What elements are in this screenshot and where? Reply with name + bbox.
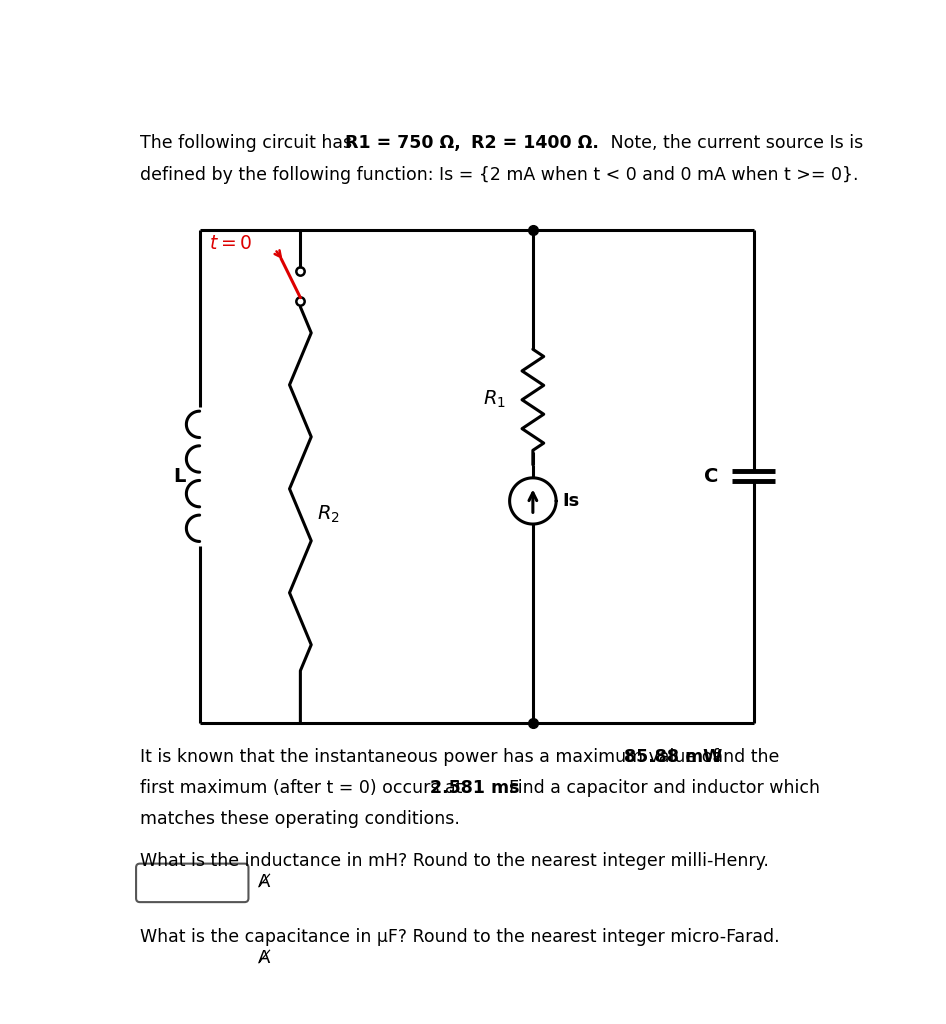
Text: first maximum (after t = 0) occurs at: first maximum (after t = 0) occurs at	[140, 779, 468, 797]
Text: The following circuit has: The following circuit has	[140, 134, 358, 152]
Text: What is the capacitance in μF? Round to the nearest integer micro-Farad.: What is the capacitance in μF? Round to …	[140, 928, 780, 945]
Text: $R_2$: $R_2$	[318, 504, 341, 525]
Text: What is the inductance in mH? Round to the nearest integer milli-Henry.: What is the inductance in mH? Round to t…	[140, 852, 769, 870]
Text: . Find a capacitor and inductor which: . Find a capacitor and inductor which	[498, 779, 820, 797]
Text: It is known that the instantaneous power has a maximum value of: It is known that the instantaneous power…	[140, 749, 724, 766]
Text: A̸: A̸	[258, 873, 271, 892]
Text: and the: and the	[708, 749, 780, 766]
Text: C: C	[705, 467, 719, 485]
Text: $t = 0$: $t = 0$	[209, 234, 253, 253]
Text: Note, the current source Is is: Note, the current source Is is	[604, 134, 863, 152]
FancyBboxPatch shape	[136, 863, 249, 902]
FancyBboxPatch shape	[136, 939, 249, 978]
Text: $R_1$: $R_1$	[482, 389, 506, 410]
Text: A̸: A̸	[258, 949, 271, 968]
Text: 85.88 mW: 85.88 mW	[623, 749, 722, 766]
Text: defined by the following function: Is = {2 mA when t < 0 and 0 mA when t >= 0}.: defined by the following function: Is = …	[140, 166, 858, 184]
Text: matches these operating conditions.: matches these operating conditions.	[140, 810, 460, 827]
Text: R1 = 750 Ω,: R1 = 750 Ω,	[345, 134, 461, 152]
Text: R2 = 1400 Ω.: R2 = 1400 Ω.	[465, 134, 600, 152]
Text: L: L	[173, 467, 185, 485]
Text: 2.581 ms: 2.581 ms	[429, 779, 519, 797]
Text: Is: Is	[562, 492, 580, 510]
